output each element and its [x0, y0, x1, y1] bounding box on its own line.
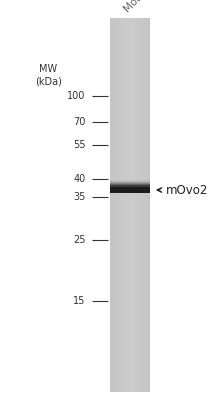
Bar — [110, 184, 150, 185]
Bar — [111, 18, 112, 392]
Bar — [110, 179, 150, 180]
Bar — [133, 18, 134, 392]
Bar — [126, 18, 127, 392]
Bar — [110, 183, 150, 184]
Bar — [113, 18, 114, 392]
Bar — [130, 18, 131, 392]
Bar — [140, 18, 141, 392]
Text: 100: 100 — [67, 91, 86, 101]
Bar — [123, 18, 124, 392]
Bar — [120, 18, 121, 392]
Bar — [128, 18, 129, 392]
Text: 55: 55 — [73, 140, 86, 150]
Text: 25: 25 — [73, 235, 86, 245]
Bar — [110, 189, 150, 190]
Bar — [131, 18, 132, 392]
Bar — [137, 18, 138, 392]
Bar — [114, 18, 115, 392]
Bar — [121, 18, 122, 392]
Bar — [110, 178, 150, 179]
Bar — [132, 18, 133, 392]
Bar — [124, 18, 125, 392]
Bar — [110, 180, 150, 181]
Bar — [135, 18, 136, 392]
Bar — [141, 18, 142, 392]
Bar — [118, 18, 119, 392]
Bar — [138, 18, 139, 392]
Text: 35: 35 — [73, 192, 86, 202]
Bar — [127, 18, 128, 392]
Bar — [115, 18, 116, 392]
Text: Mouse testis: Mouse testis — [123, 0, 176, 14]
Bar — [110, 191, 150, 192]
Bar — [110, 187, 150, 193]
Bar — [110, 193, 150, 194]
Bar — [110, 18, 111, 392]
Bar — [142, 18, 143, 392]
Bar — [119, 18, 120, 392]
Text: 70: 70 — [73, 117, 86, 127]
Bar — [129, 18, 130, 392]
Bar — [110, 190, 150, 191]
Text: 15: 15 — [73, 296, 86, 306]
Bar — [147, 18, 148, 392]
Bar — [110, 192, 150, 193]
Bar — [139, 18, 140, 392]
Bar — [143, 18, 144, 392]
Bar — [144, 18, 145, 392]
Text: MW
(kDa): MW (kDa) — [35, 64, 62, 86]
Bar — [134, 18, 135, 392]
Bar — [122, 18, 123, 392]
Bar — [136, 18, 137, 392]
Bar — [116, 18, 117, 392]
Bar — [148, 18, 149, 392]
Bar — [146, 18, 147, 392]
Bar — [117, 18, 118, 392]
Bar — [125, 18, 126, 392]
Bar — [112, 18, 113, 392]
Bar — [110, 185, 150, 186]
Text: 40: 40 — [73, 174, 86, 184]
Bar — [110, 181, 150, 182]
Bar — [110, 188, 150, 189]
Bar — [110, 187, 150, 188]
Bar — [110, 186, 150, 187]
Text: mOvo2: mOvo2 — [166, 184, 209, 196]
Bar — [145, 18, 146, 392]
Bar — [149, 18, 150, 392]
Bar — [110, 182, 150, 183]
